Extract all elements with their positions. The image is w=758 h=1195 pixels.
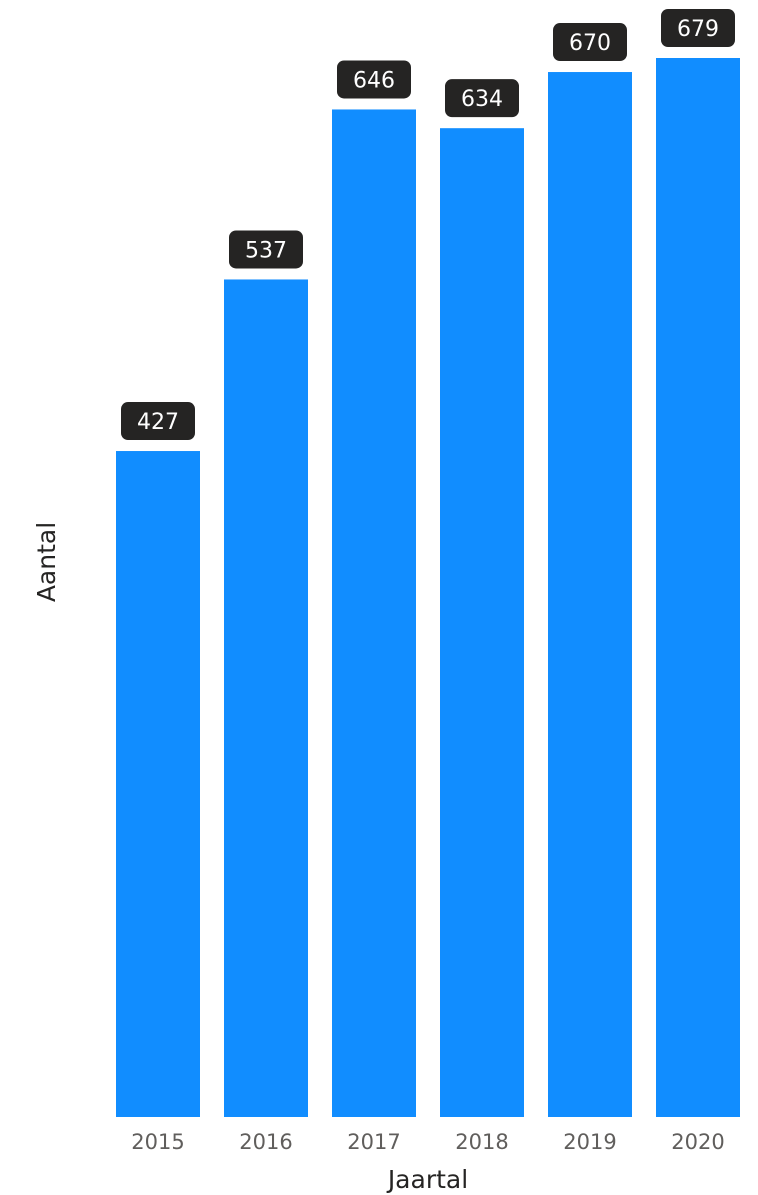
- bar-2020[interactable]: [656, 58, 740, 1117]
- data-label-badge-2020: [661, 9, 735, 47]
- bars-group: [116, 58, 740, 1118]
- data-label-2020: 679: [677, 17, 719, 42]
- y-axis-title: Aantal: [32, 522, 61, 602]
- data-label-2016: 537: [245, 238, 287, 263]
- x-tick-2018: 2018: [455, 1130, 508, 1154]
- data-label-badge-2015: [121, 402, 195, 441]
- x-tick-2020: 2020: [671, 1130, 724, 1154]
- x-tick-2017: 2017: [347, 1130, 400, 1154]
- bar-2018[interactable]: [440, 128, 524, 1118]
- x-tick-2016: 2016: [239, 1130, 292, 1154]
- data-label-badge-2018: [445, 79, 519, 118]
- bar-2016[interactable]: [224, 279, 308, 1117]
- data-labels-group: 427 537 646 634 670 679: [121, 9, 735, 441]
- bar-2019[interactable]: [548, 72, 632, 1117]
- data-label-badge-2017: [337, 60, 411, 99]
- data-label-badge-2019: [553, 23, 627, 62]
- x-axis-title: Jaartal: [386, 1165, 468, 1194]
- data-label-2019: 670: [569, 31, 611, 56]
- data-label-badge-2016: [229, 230, 303, 269]
- bar-2017[interactable]: [332, 109, 416, 1118]
- x-tick-2015: 2015: [131, 1130, 184, 1154]
- data-label-2018: 634: [461, 87, 503, 112]
- bar-2015[interactable]: [116, 451, 200, 1118]
- data-label-2017: 646: [353, 68, 395, 93]
- x-axis-ticks: 2015 2016 2017 2018 2019 2020: [131, 1130, 724, 1154]
- data-label-2015: 427: [137, 410, 179, 435]
- x-tick-2019: 2019: [563, 1130, 616, 1154]
